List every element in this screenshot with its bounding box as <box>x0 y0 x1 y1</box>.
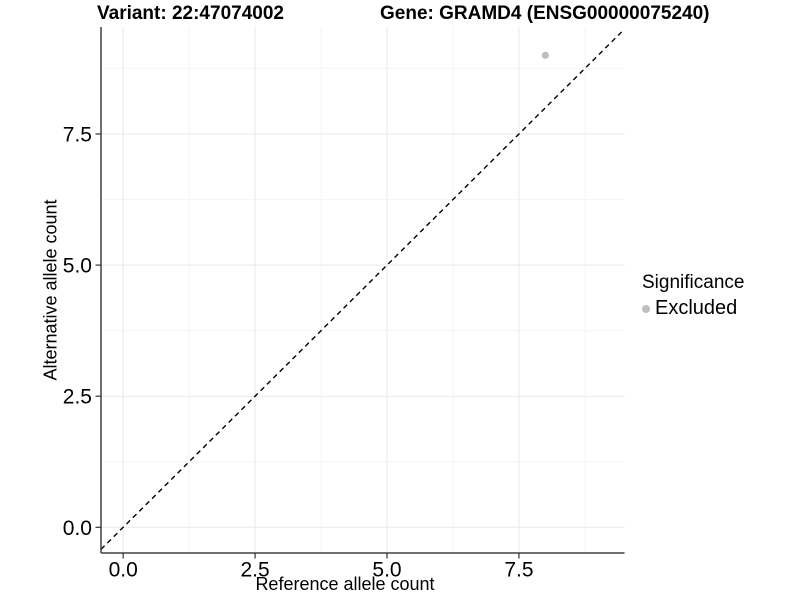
variant-title: Variant: 22:47074002 <box>97 3 284 24</box>
legend-point-icon <box>642 304 650 313</box>
gene-title: Gene: GRAMD4 (ENSG00000075240) <box>380 3 710 24</box>
legend-title: Significance <box>642 272 745 293</box>
data-point <box>541 51 549 59</box>
x-tick-label: 0.0 <box>109 559 138 582</box>
y-tick-label: 5.0 <box>63 255 92 278</box>
x-axis-title: Reference allele count <box>255 574 435 594</box>
legend: Significance Excluded <box>642 272 744 320</box>
y-axis-title: Alternative allele count <box>40 199 61 381</box>
legend-item-excluded: Excluded <box>642 297 744 320</box>
x-tick-label: 5.0 <box>372 559 401 582</box>
x-tick-label: 2.5 <box>240 559 269 582</box>
y-tick-label: 7.5 <box>63 123 92 146</box>
y-tick-label: 2.5 <box>63 386 92 409</box>
x-tick-label: 7.5 <box>504 559 533 582</box>
legend-item-label: Excluded <box>655 297 738 319</box>
identity-line <box>100 28 625 550</box>
y-tick-label: 0.0 <box>63 517 92 540</box>
